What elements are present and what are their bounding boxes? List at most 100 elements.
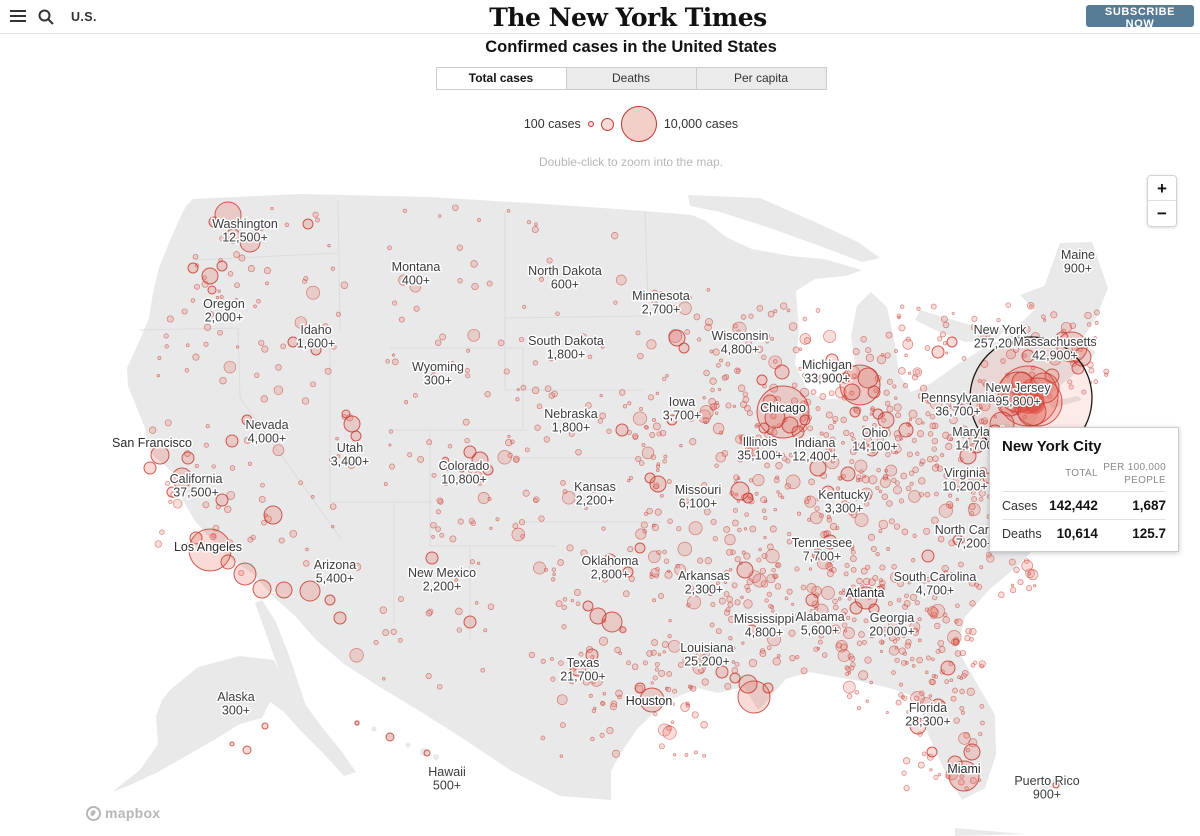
case-bubble[interactable]: [143, 461, 157, 475]
case-bubble[interactable]: [241, 414, 253, 426]
case-bubble[interactable]: [963, 743, 981, 761]
case-bubble[interactable]: [225, 228, 241, 244]
case-bubble[interactable]: [220, 554, 236, 570]
case-bubble[interactable]: [615, 423, 629, 437]
case-bubble[interactable]: [385, 732, 395, 742]
case-bubble[interactable]: [840, 466, 856, 482]
case-bubble[interactable]: [189, 531, 203, 545]
case-bubble[interactable]: [252, 579, 272, 599]
case-bubble[interactable]: [208, 216, 220, 228]
case-bubble[interactable]: [809, 459, 827, 477]
menu-icon[interactable]: [10, 10, 26, 22]
case-bubble[interactable]: [350, 430, 362, 442]
case-bubble[interactable]: [865, 443, 879, 457]
case-bubble[interactable]: [737, 680, 771, 714]
case-bubble[interactable]: [867, 385, 881, 399]
case-bubble[interactable]: [150, 445, 170, 465]
section-link-us[interactable]: U.S.: [71, 10, 97, 24]
case-bubble[interactable]: [229, 741, 235, 747]
case-bubble[interactable]: [275, 581, 293, 599]
case-bubble[interactable]: [877, 411, 895, 429]
case-bubble[interactable]: [644, 472, 656, 484]
case-bubble[interactable]: [242, 745, 252, 755]
case-bubble[interactable]: [1025, 394, 1045, 414]
case-bubble[interactable]: [188, 528, 232, 572]
case-bubble[interactable]: [805, 593, 819, 607]
case-bubble[interactable]: [634, 682, 646, 694]
case-bubble[interactable]: [948, 760, 980, 792]
case-bubble[interactable]: [849, 406, 861, 418]
case-bubble[interactable]: [730, 481, 750, 501]
case-bubble[interactable]: [463, 445, 477, 459]
case-bubble[interactable]: [909, 717, 927, 735]
case-bubble[interactable]: [947, 755, 963, 771]
case-bubble[interactable]: [742, 492, 754, 504]
case-bubble[interactable]: [931, 345, 945, 359]
case-bubble[interactable]: [343, 415, 361, 433]
case-bubble[interactable]: [746, 624, 758, 636]
case-bubble[interactable]: [839, 372, 851, 384]
case-bubble[interactable]: [233, 562, 257, 586]
search-icon[interactable]: [37, 8, 55, 26]
case-bubble[interactable]: [774, 364, 790, 380]
case-bubble[interactable]: [239, 231, 261, 253]
case-bubble[interactable]: [324, 594, 336, 606]
case-bubble[interactable]: [715, 665, 729, 679]
case-bubble[interactable]: [926, 746, 938, 758]
case-bubble[interactable]: [639, 687, 665, 713]
case-bubble[interactable]: [898, 422, 914, 438]
tab-total-cases[interactable]: Total cases: [435, 67, 567, 90]
case-bubble[interactable]: [341, 409, 351, 419]
case-bubble[interactable]: [569, 659, 587, 677]
case-bubble[interactable]: [187, 262, 199, 274]
case-bubble[interactable]: [872, 408, 884, 420]
case-bubble[interactable]: [1021, 349, 1035, 363]
case-bubble[interactable]: [302, 218, 314, 230]
case-bubble[interactable]: [843, 383, 861, 401]
case-bubble[interactable]: [201, 267, 219, 285]
case-bubble[interactable]: [216, 260, 228, 272]
case-bubble[interactable]: [849, 601, 863, 615]
case-bubble[interactable]: [678, 342, 690, 354]
nyt-logo[interactable]: The New York Times: [489, 3, 767, 32]
case-bubble[interactable]: [857, 367, 879, 389]
case-bubble[interactable]: [825, 353, 839, 367]
case-bubble[interactable]: [333, 611, 347, 625]
case-bubble[interactable]: [781, 416, 799, 434]
zoom-in-button[interactable]: +: [1148, 176, 1176, 201]
case-bubble[interactable]: [225, 434, 239, 448]
case-bubble[interactable]: [758, 422, 770, 434]
case-bubble[interactable]: [821, 485, 835, 499]
case-bubble[interactable]: [589, 607, 607, 625]
case-bubble[interactable]: [762, 394, 778, 410]
case-bubble[interactable]: [601, 611, 623, 633]
case-bubble[interactable]: [736, 561, 754, 579]
case-bubble[interactable]: [425, 551, 439, 565]
case-bubble[interactable]: [287, 336, 299, 348]
case-bubble[interactable]: [1052, 781, 1060, 789]
case-bubble[interactable]: [799, 414, 811, 426]
case-bubble[interactable]: [762, 682, 774, 694]
case-bubble[interactable]: [959, 447, 977, 465]
mapbox-attribution[interactable]: mapbox: [86, 805, 160, 821]
case-bubble[interactable]: [471, 451, 489, 469]
case-bubble[interactable]: [582, 600, 594, 612]
case-bubble[interactable]: [181, 451, 195, 465]
case-bubble[interactable]: [930, 698, 946, 714]
case-bubble[interactable]: [764, 407, 786, 429]
case-bubble[interactable]: [668, 329, 686, 347]
case-bubble[interactable]: [207, 285, 217, 295]
case-bubble[interactable]: [482, 464, 494, 476]
case-bubble[interactable]: [1055, 331, 1069, 345]
case-bubble[interactable]: [946, 336, 958, 348]
case-bubble[interactable]: [940, 660, 956, 676]
case-bubble[interactable]: [952, 534, 964, 546]
case-bubble[interactable]: [171, 467, 193, 489]
case-bubble[interactable]: [585, 648, 599, 662]
case-bubble[interactable]: [666, 414, 678, 426]
case-bubble[interactable]: [756, 374, 768, 386]
case-bubble[interactable]: [214, 201, 242, 229]
case-bubble[interactable]: [463, 615, 477, 629]
zoom-out-button[interactable]: −: [1148, 201, 1176, 226]
case-bubble[interactable]: [299, 580, 321, 602]
